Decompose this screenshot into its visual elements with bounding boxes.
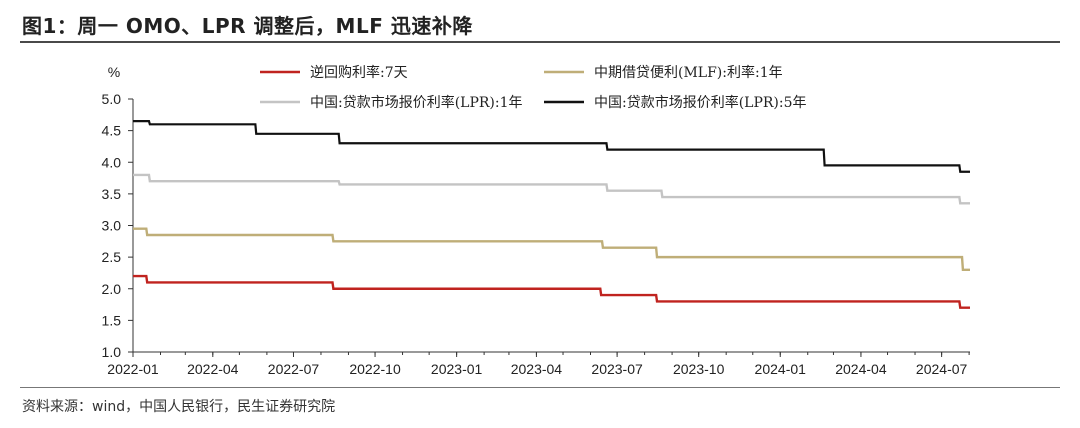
x-tick-label: 2023-01 [431, 361, 483, 377]
x-tick-label: 2024-04 [835, 361, 887, 377]
x-tick-label: 2024-01 [755, 361, 807, 377]
figure-title: 图1：周一 OMO、LPR 调整后，MLF 迅速补降 [22, 14, 473, 38]
footer-divider [20, 387, 1060, 388]
y-tick-label: 1.5 [102, 312, 122, 328]
chart-legend: 逆回购利率:7天 中期借贷便利(MLF):利率:1年中国:贷款市场报价利率(LPR… [260, 64, 807, 111]
x-tick-label: 2024-07 [916, 361, 968, 377]
title-divider [20, 41, 1060, 43]
y-axis-label: % [108, 64, 120, 80]
y-tick-label: 2.5 [102, 249, 122, 265]
x-tick-label: 2022-10 [349, 361, 401, 377]
series-line-3 [133, 173, 970, 205]
x-tick-label: 2023-04 [511, 361, 563, 377]
legend-label: 中国:贷款市场报价利率(LPR):1年 [310, 94, 523, 111]
series-line-2 [133, 227, 970, 271]
y-tick-label: 5.0 [102, 91, 122, 107]
legend-label: 中期借贷便利(MLF):利率:1年 [594, 64, 783, 81]
y-tick-label: 1.0 [102, 344, 122, 360]
x-tick-label: 2023-07 [591, 361, 643, 377]
x-tick-label: 2023-10 [673, 361, 725, 377]
series-line-1 [133, 274, 970, 309]
x-tick-label: 2022-01 [107, 361, 159, 377]
y-tick-label: 4.0 [102, 154, 122, 170]
legend-label: 中国:贷款市场报价利率(LPR):5年 [594, 94, 807, 111]
chart-lines [133, 120, 970, 309]
legend-label: 逆回购利率:7天 [310, 64, 408, 81]
x-tick-label: 2022-04 [187, 361, 239, 377]
y-tick-label: 2.0 [102, 281, 122, 297]
x-tick-label: 2022-07 [268, 361, 320, 377]
source-note: 资料来源：wind，中国人民银行，民生证券研究院 [22, 399, 336, 415]
y-tick-label: 4.5 [102, 123, 122, 139]
series-line-4 [133, 120, 970, 173]
y-tick-label: 3.5 [102, 186, 122, 202]
y-tick-label: 3.0 [102, 218, 122, 234]
